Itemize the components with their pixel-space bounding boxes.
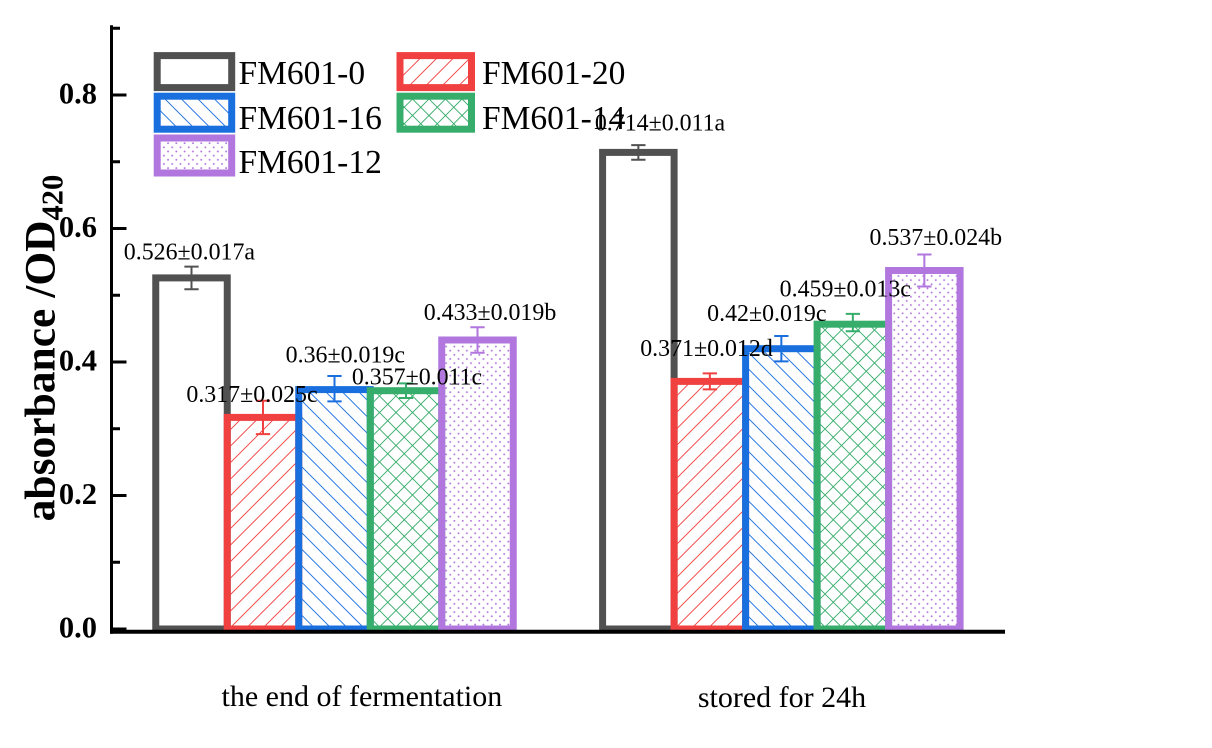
svg-text:0.2: 0.2 — [59, 477, 97, 511]
svg-text:FM601-20: FM601-20 — [482, 55, 625, 92]
svg-text:0.317±0.025c: 0.317±0.025c — [186, 382, 317, 408]
svg-text:0.42±0.019c: 0.42±0.019c — [707, 301, 826, 327]
svg-text:0.4: 0.4 — [59, 344, 97, 378]
svg-text:the end of fermentation: the end of fermentation — [222, 680, 503, 713]
svg-text:0.459±0.013c: 0.459±0.013c — [780, 276, 911, 302]
svg-text:FM601-0: FM601-0 — [239, 55, 366, 92]
svg-text:0.6: 0.6 — [59, 210, 97, 244]
svg-text:stored for 24h: stored for 24h — [698, 681, 866, 714]
svg-text:0.537±0.024b: 0.537±0.024b — [870, 225, 1003, 251]
svg-text:absorbance /OD420: absorbance /OD420 — [17, 175, 70, 522]
svg-text:0.357±0.011c: 0.357±0.011c — [352, 364, 482, 390]
svg-text:0.714±0.011a: 0.714±0.011a — [595, 111, 726, 137]
svg-text:0.371±0.012d: 0.371±0.012d — [640, 336, 773, 362]
svg-text:FM601-14: FM601-14 — [482, 100, 626, 137]
svg-text:FM601-12: FM601-12 — [239, 144, 382, 181]
svg-text:0.433±0.019b: 0.433±0.019b — [424, 300, 557, 326]
svg-text:0.36±0.019c: 0.36±0.019c — [286, 343, 405, 369]
svg-text:0.0: 0.0 — [59, 611, 97, 645]
svg-text:0.8: 0.8 — [59, 77, 97, 111]
svg-text:0.526±0.017a: 0.526±0.017a — [124, 239, 256, 265]
svg-text:FM601-16: FM601-16 — [239, 100, 382, 137]
